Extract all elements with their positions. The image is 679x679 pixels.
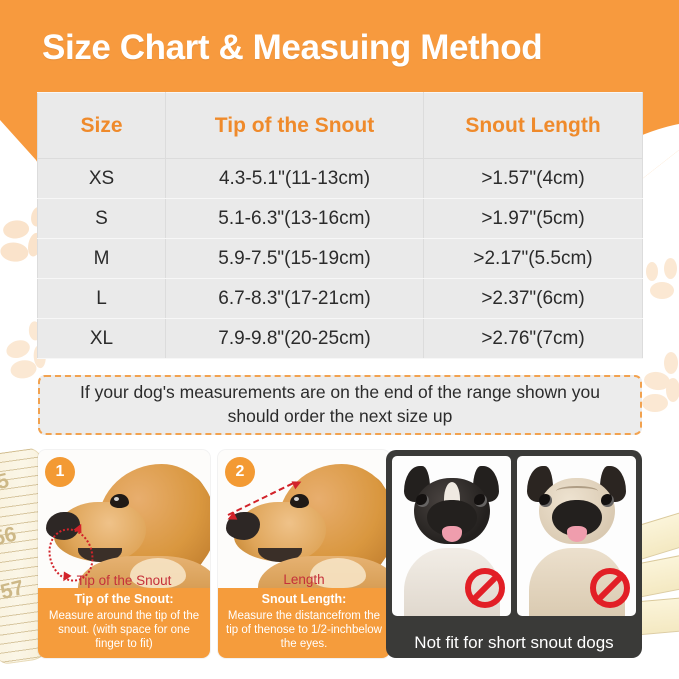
step-1-photo: ▲ ▲ Tip of the Snout (38, 450, 210, 590)
cell-size: S (37, 198, 166, 239)
cell-tip: 5.1-6.3"(13-16cm) (165, 198, 424, 239)
cell-length: >2.76"(7cm) (423, 318, 643, 359)
step-1-photo-label: Tip of the Snout (76, 573, 172, 588)
tape-left-number: 55 (0, 469, 12, 498)
step-1-caption-body: Measure around the tip of the snout. (wi… (48, 609, 200, 651)
prohibition-icon (465, 568, 505, 608)
table-row: L 6.7-8.3"(17-21cm) >2.37"(6cm) (37, 278, 643, 319)
step-2-caption-body: Measure the distancefrom the tip of then… (226, 609, 382, 651)
not-fit-photo-pug (517, 456, 636, 616)
step-1-caption: Tip of the Snout: Measure around the tip… (38, 588, 210, 658)
cell-length: >2.17"(5.5cm) (423, 238, 643, 279)
measuring-method-panels: ▲ ▲ Tip of the Snout 1 Tip of the Snout:… (38, 450, 642, 658)
step-card-snout-length: ▲ ▲ Length 2 Snout Length: Measure the d… (218, 450, 390, 658)
step-2-badge: 2 (225, 457, 255, 487)
table-row: XS 4.3-5.1"(11-13cm) >1.57"(4cm) (37, 158, 643, 199)
step-2-caption-title: Snout Length: (261, 592, 347, 606)
tape-left-number: 56 (0, 522, 19, 551)
cell-size: XS (37, 158, 166, 199)
size-chart-table-wrapper: Size Tip of the Snout Snout Length XS 4.… (37, 92, 643, 359)
step-1-caption-title: Tip of the Snout: (74, 592, 174, 606)
step-2-photo-label: Length (283, 572, 325, 587)
golden-retriever-illustration (38, 450, 210, 590)
paw-print-icon (644, 258, 679, 312)
cell-tip: 6.7-8.3"(17-21cm) (165, 278, 424, 319)
size-chart-table: Size Tip of the Snout Snout Length XS 4.… (37, 92, 643, 359)
golden-retriever-illustration (218, 450, 390, 590)
not-fit-panel: Not fit for short snout dogs (386, 450, 642, 658)
pug-illustration (517, 456, 636, 616)
cell-size: M (37, 238, 166, 279)
cell-size: XL (37, 318, 166, 359)
prohibition-icon (590, 568, 630, 608)
not-fit-photos (392, 456, 636, 616)
cell-tip: 7.9-9.8"(20-25cm) (165, 318, 424, 359)
sizing-advice-text: If your dog's measurements are on the en… (80, 382, 600, 426)
column-header-length: Snout Length (423, 92, 643, 159)
step-1-badge: 1 (45, 457, 75, 487)
table-row: M 5.9-7.5"(15-19cm) >2.17"(5.5cm) (37, 238, 643, 279)
page-title: Size Chart & Measuing Method (42, 28, 543, 67)
cell-length: >1.97"(5cm) (423, 198, 643, 239)
cell-tip: 5.9-7.5"(15-19cm) (165, 238, 424, 279)
cell-tip: 4.3-5.1"(11-13cm) (165, 158, 424, 199)
step-card-tip-of-snout: ▲ ▲ Tip of the Snout 1 Tip of the Snout:… (38, 450, 210, 658)
table-row: XL 7.9-9.8"(20-25cm) >2.76"(7cm) (37, 318, 643, 359)
table-row: S 5.1-6.3"(13-16cm) >1.97"(5cm) (37, 198, 643, 239)
column-header-size: Size (37, 92, 166, 159)
not-fit-photo-french-bulldog (392, 456, 511, 616)
cell-length: >1.57"(4cm) (423, 158, 643, 199)
sizing-advice-note: If your dog's measurements are on the en… (38, 375, 642, 435)
step-2-photo: ▲ ▲ Length (218, 450, 390, 590)
column-header-tip: Tip of the Snout (165, 92, 424, 159)
tape-left-number: 57 (0, 576, 27, 605)
cell-length: >2.37"(6cm) (423, 278, 643, 319)
not-fit-label: Not fit for short snout dogs (414, 633, 614, 652)
table-header-row: Size Tip of the Snout Snout Length (37, 92, 643, 159)
cell-size: L (37, 278, 166, 319)
step-2-caption: Snout Length: Measure the distancefrom t… (218, 588, 390, 658)
